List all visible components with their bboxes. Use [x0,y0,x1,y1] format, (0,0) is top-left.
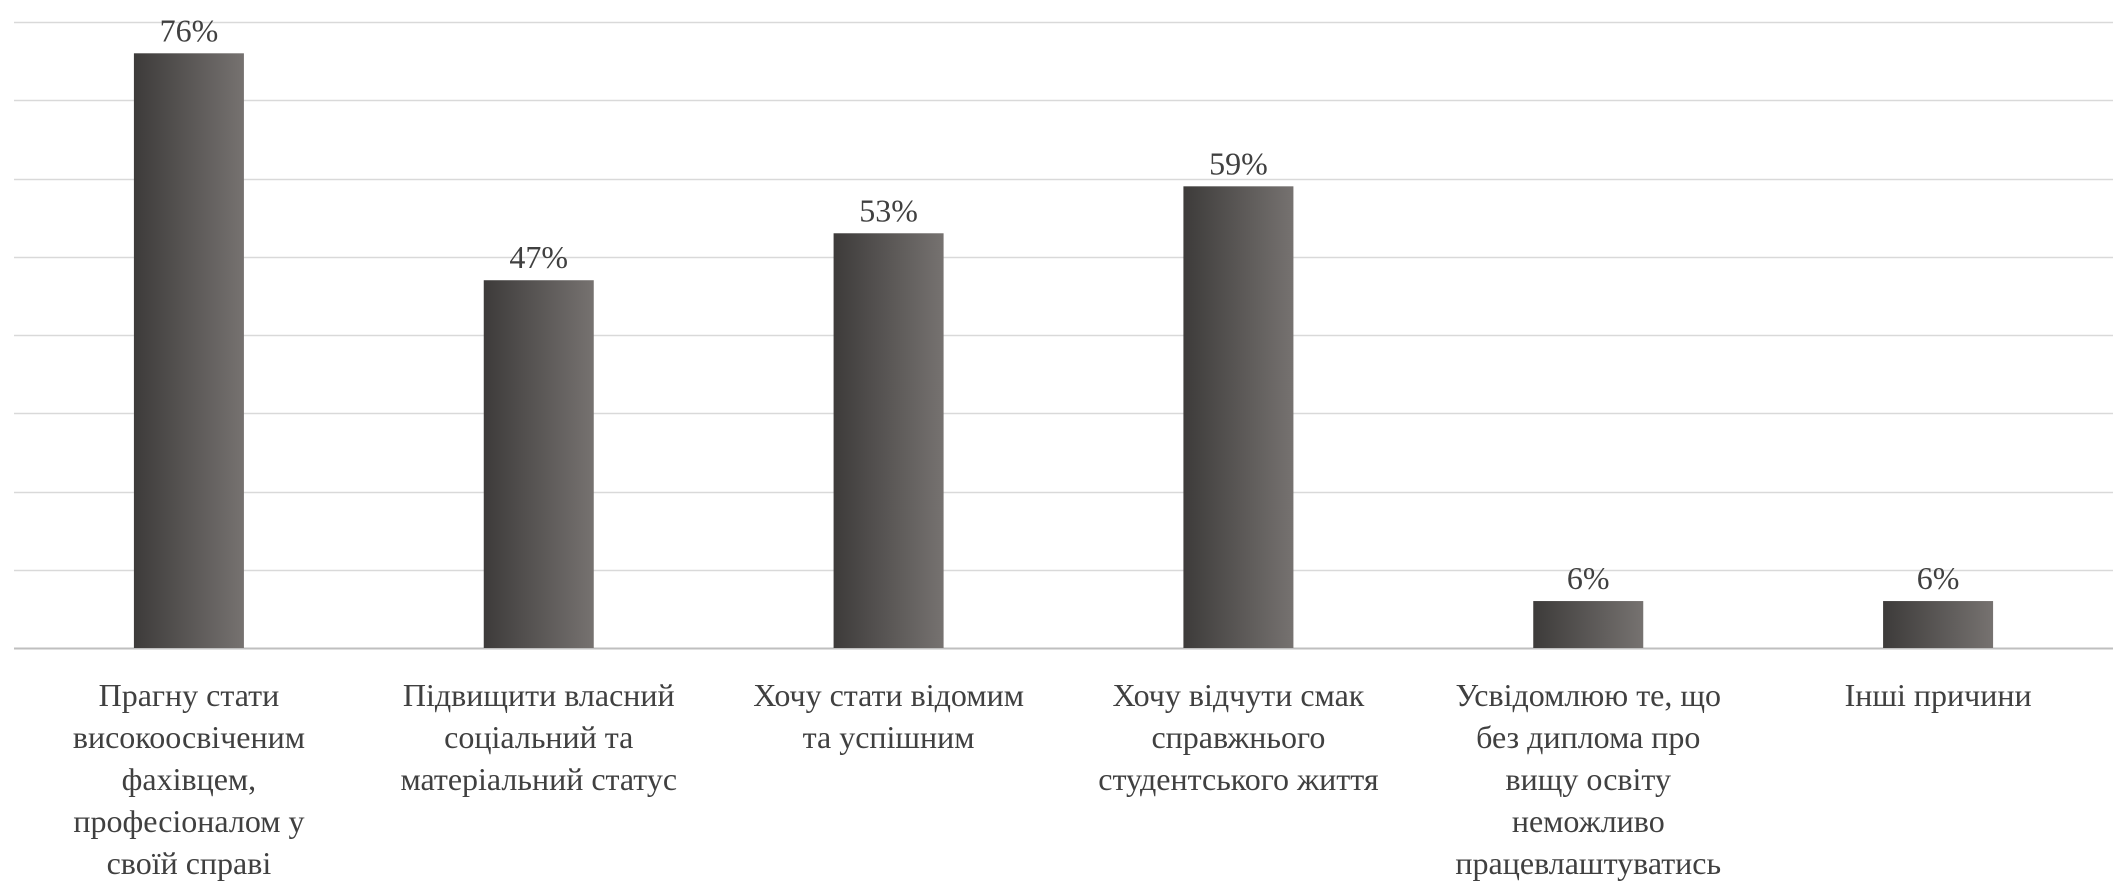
data-label-2: 47% [509,239,568,275]
data-label-3: 53% [859,192,918,228]
category-label-6: Інші причини [1845,677,2032,713]
category-label-2: Підвищити власний соціальний та матеріальн… [400,677,677,797]
data-labels: 76% 47% 53% 59% 6% 6% [160,12,1960,596]
data-label-4: 59% [1209,145,1268,181]
bar-6 [1883,601,1994,648]
data-label-1: 76% [160,12,219,48]
category-label-4: Хочу відчути смак справжнього студентськог… [1098,677,1379,797]
category-labels: Прагну стати високоосвіченим фахівцем, проф… [73,677,2032,881]
bar-2 [483,280,594,648]
bar-4 [1183,186,1294,648]
gridlines [14,21,2113,650]
category-label-5: Усвідомлюю те, що без диплома про вищу осв… [1455,677,1721,881]
bar-1 [133,53,244,649]
bars [133,53,1994,649]
category-label-1: Прагну стати високоосвіченим фахівцем, проф… [73,677,305,881]
data-label-6: 6% [1917,560,1960,596]
category-label-3: Хочу стати відомим та успішним [753,677,1024,755]
bar-5 [1533,601,1644,648]
data-label-5: 6% [1567,560,1610,596]
bar-3 [833,233,944,648]
